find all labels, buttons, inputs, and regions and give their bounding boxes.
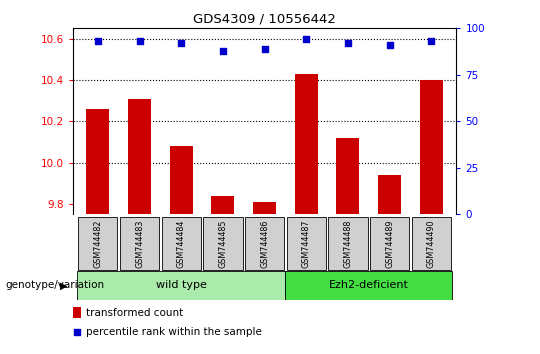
Bar (170, 146, 193, 214)
Bar (86, 109, 110, 214)
Text: ▶: ▶ (60, 280, 68, 290)
Point (93, 39, 102, 44)
Bar (336, 138, 360, 214)
Text: GSM744490: GSM744490 (427, 219, 436, 268)
FancyBboxPatch shape (161, 217, 201, 270)
Text: GSM744487: GSM744487 (302, 219, 311, 268)
Text: GSM744489: GSM744489 (385, 219, 394, 268)
Point (302, 37, 310, 42)
Text: GSM744484: GSM744484 (177, 219, 186, 268)
Point (386, 42, 394, 48)
FancyBboxPatch shape (120, 217, 159, 270)
FancyBboxPatch shape (411, 217, 451, 270)
Text: GSM744483: GSM744483 (135, 219, 144, 268)
Text: GSM744488: GSM744488 (343, 219, 353, 268)
Text: GSM744485: GSM744485 (218, 219, 227, 268)
Point (73, 329, 82, 335)
Text: percentile rank within the sample: percentile rank within the sample (86, 327, 262, 337)
Text: genotype/variation: genotype/variation (5, 280, 105, 290)
Point (260, 46, 269, 52)
FancyBboxPatch shape (245, 217, 284, 270)
Bar (128, 98, 151, 214)
Bar (378, 175, 401, 214)
FancyBboxPatch shape (287, 217, 326, 270)
FancyBboxPatch shape (286, 271, 452, 300)
Point (343, 40, 352, 46)
Point (427, 39, 436, 44)
FancyBboxPatch shape (204, 217, 242, 270)
Bar (295, 74, 318, 214)
Title: GDS4309 / 10556442: GDS4309 / 10556442 (193, 13, 336, 26)
Bar (420, 80, 443, 214)
Text: transformed count: transformed count (86, 308, 184, 318)
Text: Ezh2-deficient: Ezh2-deficient (329, 280, 409, 290)
Text: wild type: wild type (156, 280, 207, 290)
Text: GSM744486: GSM744486 (260, 219, 269, 268)
Bar (73, 307, 82, 318)
Point (177, 40, 186, 46)
FancyBboxPatch shape (370, 217, 409, 270)
Point (219, 48, 227, 53)
FancyBboxPatch shape (78, 217, 118, 270)
Bar (212, 196, 234, 214)
Point (135, 39, 144, 44)
Bar (253, 202, 276, 214)
Text: GSM744482: GSM744482 (93, 219, 103, 268)
FancyBboxPatch shape (328, 217, 368, 270)
FancyBboxPatch shape (77, 271, 286, 300)
